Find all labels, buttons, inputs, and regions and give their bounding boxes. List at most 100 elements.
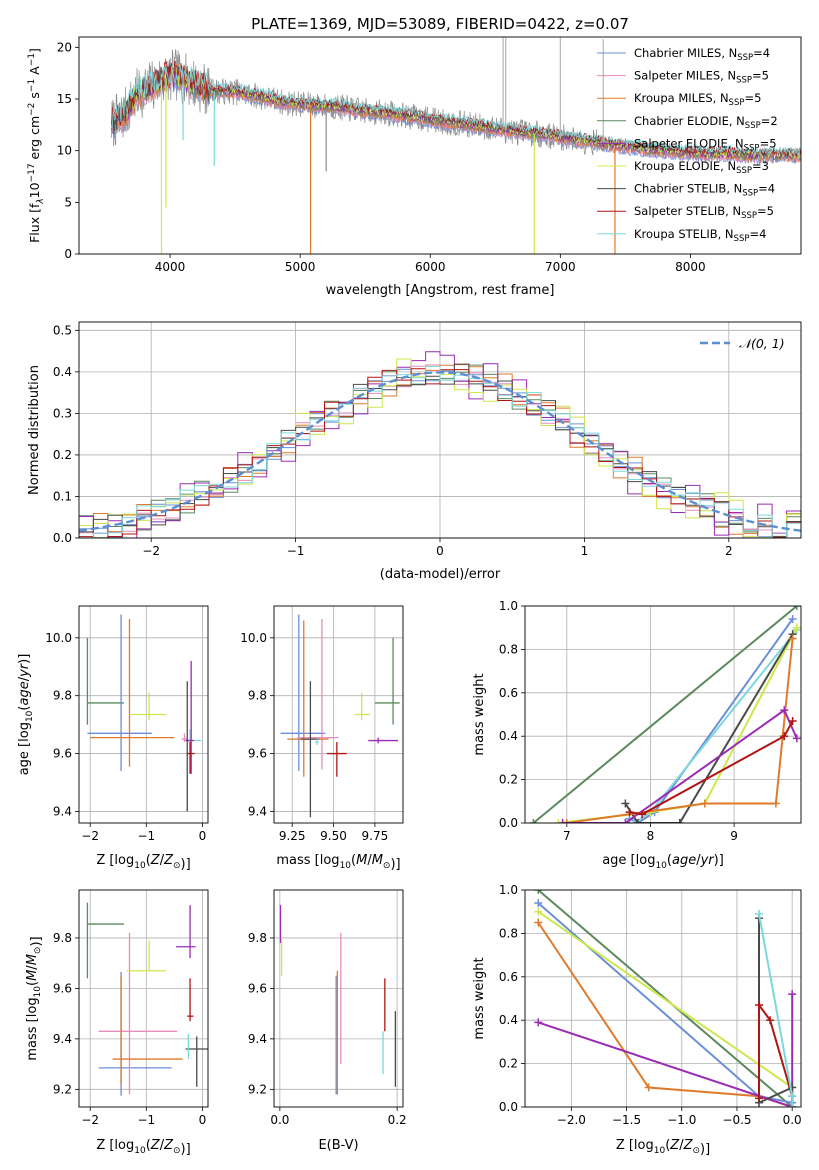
errorbar-point-blue (280, 614, 326, 771)
tick-label-x: −2 (81, 1113, 99, 1127)
errorbars (280, 614, 400, 818)
tick-label-y: 10 (57, 144, 72, 158)
tick-label-y: 0.0 (499, 816, 518, 830)
tick-label-y: 0.0 (53, 531, 72, 545)
label-part: Z (163, 853, 174, 868)
histogram-lines (79, 351, 801, 538)
y-label-part: Flux [f (27, 203, 42, 243)
label-part: 10 (654, 1146, 666, 1156)
tick-label-x: −2 (142, 544, 160, 558)
label-part: )] (700, 1142, 710, 1157)
errorbar-point-orange (90, 619, 175, 767)
tick-label-x: 0 (199, 829, 207, 843)
weight-series-yellowgreen (534, 907, 797, 1107)
tick-label-x: −1 (137, 1113, 155, 1127)
errorbar-point-green (86, 902, 124, 979)
errorbar-point-dark (186, 681, 188, 812)
weight-series-blue (625, 615, 797, 823)
tick-label-y: 9.4 (53, 804, 72, 818)
label-part: / (25, 965, 40, 970)
errorbar-point-red (326, 741, 347, 777)
tick-label-x: 7 (563, 829, 571, 843)
tick-label-y: 0.4 (499, 1013, 518, 1027)
weight-line (537, 910, 794, 1107)
label-part: ( (351, 853, 356, 868)
label-part: Z [log (96, 1138, 134, 1153)
chart-mass-vs-Z: −2 −1 09.29.49.69.8Z [log10(Z/Z⊙)]mass [lo… (25, 889, 209, 1157)
tick-label-y: 10.0 (240, 631, 267, 645)
label-part: ⊙ (173, 861, 181, 871)
legend-tail: =4 (758, 182, 775, 196)
axes-frame (273, 889, 404, 1108)
legend-text: Chabrier STELIB, N (634, 182, 742, 196)
x-axis-label: (data-model)/error (380, 567, 501, 582)
label-part: age (17, 681, 32, 705)
errorbar-point-cyan (187, 728, 202, 747)
label-part: Z (150, 853, 161, 868)
legend-sub: SSP (736, 76, 752, 86)
errorbar-point-orange (112, 975, 183, 1085)
tick-label-x: 4000 (155, 260, 186, 274)
legend-sub: SSP (737, 53, 753, 63)
label-part: )] (181, 1142, 191, 1157)
y-label-part: −1 (27, 79, 37, 92)
tick-label-x: 9.75 (362, 829, 389, 843)
tick-label-x: 9 (730, 829, 738, 843)
label-part: ⊙ (692, 1146, 700, 1156)
tick-label-y: 9.8 (248, 931, 267, 945)
errorbar-point-dark (185, 1036, 208, 1087)
tick-label-y: 0 (64, 247, 72, 261)
label-part: ( (17, 706, 32, 711)
label-part: / (160, 1138, 165, 1153)
y-axis-label: Normed distribution (27, 365, 42, 495)
y-axis-label: mass weight (472, 957, 487, 1039)
tick-label-x: −2 (81, 829, 99, 843)
tick-label-x: 0 (199, 1113, 207, 1127)
errorbar-point-dark (300, 681, 319, 818)
legend-text: Kroupa ELODIE, N (634, 159, 736, 173)
x-axis-label: wavelength [Angstrom, rest frame] (326, 283, 555, 298)
tick-label-x: 7000 (545, 260, 576, 274)
label-part: Z [log (96, 853, 134, 868)
tick-label-x: 8000 (675, 260, 706, 274)
tick-label-y: 5 (64, 195, 72, 209)
tick-label-y: 9.4 (53, 1032, 72, 1046)
axes-frame (524, 605, 802, 824)
legend-text: Chabrier MILES, N (634, 46, 737, 60)
label-part: 10 (134, 861, 146, 871)
label-part: Z (669, 1138, 680, 1153)
label-part: M (25, 954, 40, 965)
legend-text: Salpeter ELODIE, N (634, 136, 744, 150)
errorbar-point-yellowgreen (126, 940, 166, 972)
errorbar-point-purple (176, 905, 196, 959)
tick-label-x: 9.25 (279, 829, 306, 843)
chart-weight-vs-age: 7 8 9 0.0 0.2 0.4 0.6 0.8 1.0 age [log10(age/yr)]… (472, 599, 802, 871)
label-part: 10 (655, 861, 667, 871)
tick-label-y: 0.8 (499, 642, 518, 656)
tick-label-y: 0.3 (53, 406, 72, 420)
label-part: )] (29, 936, 44, 946)
tick-label-y: 9.6 (53, 981, 72, 995)
chart-age-vs-Z: −2 −1 09.49.69.810.0Z [log10(Z/Z⊙)]age [lo… (17, 605, 209, 872)
label-part: M (25, 970, 40, 981)
label-part: yr (700, 853, 716, 868)
label-part: ( (665, 1138, 670, 1153)
errorbar-point-cyan (187, 1033, 190, 1060)
gaussian-curve (79, 371, 801, 532)
tick-label-x: 0.0 (270, 1113, 289, 1127)
legend-label: Chabrier STELIB, NSSP=4 (634, 182, 775, 199)
chart-spectrum: 4000 5000 6000 7000 8000 0 5 10 15 20 Chabrier MIL… (27, 36, 802, 298)
legend-tail: =5 (752, 69, 769, 83)
weight-series-green (529, 606, 801, 823)
tick-label-y: 0.6 (499, 970, 518, 984)
errorbar-point-cyan (315, 739, 319, 745)
legend-label: Salpeter STELIB, NSSP=5 (634, 204, 774, 221)
label-part: ⊙ (383, 861, 391, 871)
tick-label-y: 9.8 (53, 931, 72, 945)
legend-label: Salpeter MILES, NSSP=5 (634, 69, 769, 86)
y-label-part: −2 (27, 103, 37, 116)
label-part: Z (150, 1138, 161, 1153)
label-part: ⊙ (33, 947, 43, 955)
tick-label-x: 2 (725, 544, 733, 558)
